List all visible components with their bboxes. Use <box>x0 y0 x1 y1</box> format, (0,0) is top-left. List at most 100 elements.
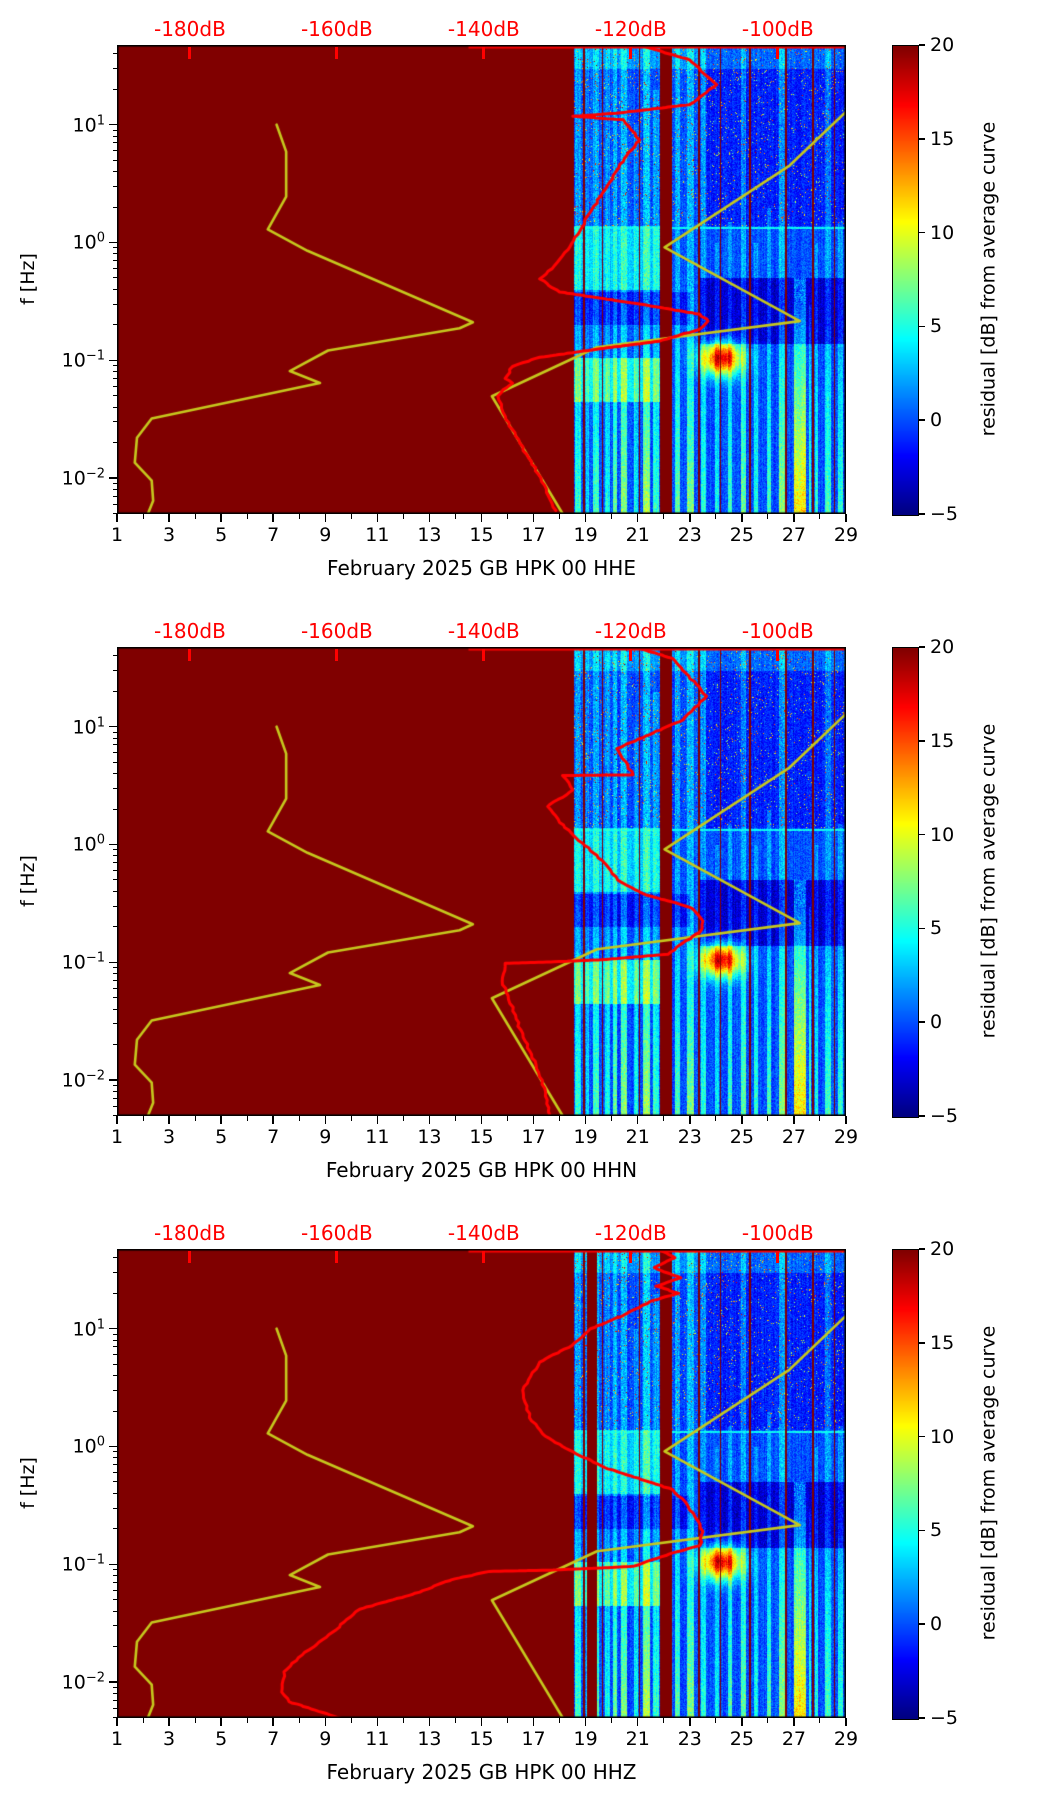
x-minor-tick <box>350 1116 352 1121</box>
db-axis-tick <box>482 648 486 661</box>
x-major-tick <box>168 1718 170 1726</box>
x-tick-label: 23 <box>677 524 702 546</box>
colorbar-tick-label: 20 <box>930 34 955 56</box>
db-axis-label: -100dB <box>741 1221 814 1245</box>
x-tick-label: 25 <box>729 1728 754 1750</box>
x-minor-tick <box>298 1116 300 1121</box>
y-minor-tick <box>113 129 117 131</box>
x-major-tick <box>532 514 535 522</box>
x-minor-tick <box>350 514 352 519</box>
y-minor-tick <box>113 905 117 907</box>
y-minor-tick <box>113 1589 117 1591</box>
db-axis-label: -140dB <box>447 17 520 41</box>
x-minor-tick <box>142 514 144 519</box>
x-major-tick <box>116 514 118 522</box>
x-minor-tick <box>767 1718 769 1723</box>
y-minor-tick <box>113 855 117 857</box>
colorbar-tick-label: 10 <box>930 1425 955 1448</box>
y-minor-tick <box>113 655 117 657</box>
y-tick-label: 100 <box>72 1434 105 1459</box>
colorbar-tick <box>919 419 925 421</box>
x-tick-label: 21 <box>625 524 650 546</box>
x-tick-label: 1 <box>110 1126 124 1148</box>
spectrogram-plot-hhe <box>117 45 846 514</box>
y-major-tick <box>109 359 117 361</box>
spectrogram-plot-hhz <box>117 1249 846 1718</box>
colorbar-tick <box>919 1717 925 1719</box>
x-major-tick <box>116 1116 118 1124</box>
x-major-tick <box>689 514 691 522</box>
x-minor-tick <box>350 1718 352 1723</box>
y-minor-tick <box>113 1084 117 1086</box>
y-minor-tick <box>113 421 117 423</box>
colorbar-tick-label: 5 <box>930 315 943 338</box>
x-tick-label: 11 <box>365 1728 390 1750</box>
y-axis-label: f [Hz] <box>17 252 39 305</box>
x-minor-tick <box>663 1116 665 1121</box>
x-major-tick <box>376 514 379 522</box>
y-tick-label: 10−1 <box>61 1552 105 1576</box>
x-tick-label: 23 <box>677 1728 702 1750</box>
y-minor-tick <box>113 1333 117 1335</box>
x-major-tick <box>636 1718 639 1726</box>
y-minor-tick <box>113 185 117 187</box>
y-minor-tick <box>113 744 117 746</box>
x-major-tick <box>741 1116 743 1124</box>
spectrogram-plot-hhn <box>117 647 846 1116</box>
x-tick-label: 29 <box>833 1126 859 1148</box>
db-axis-tick <box>188 1250 192 1263</box>
y-minor-tick <box>113 862 117 864</box>
y-minor-tick <box>113 365 117 367</box>
db-axis-label: -100dB <box>741 17 814 41</box>
y-minor-tick <box>113 1581 117 1583</box>
y-minor-tick <box>113 260 117 262</box>
db-axis-label: -120dB <box>594 17 667 41</box>
y-minor-tick <box>113 268 117 270</box>
y-tick-label: 101 <box>72 1317 105 1341</box>
colorbar-tick <box>919 325 925 328</box>
colorbar-tick <box>919 1435 925 1438</box>
x-tick-label: 15 <box>469 1728 494 1750</box>
y-minor-tick <box>113 482 117 484</box>
y-minor-tick <box>113 1481 117 1483</box>
x-major-tick <box>324 514 327 522</box>
x-major-tick <box>845 1718 847 1726</box>
y-tick-label: 10−1 <box>61 348 105 372</box>
x-tick-label: 1 <box>110 524 124 546</box>
x-major-tick <box>272 1718 274 1726</box>
x-minor-tick <box>507 1718 509 1723</box>
y-minor-tick <box>113 1646 117 1648</box>
y-minor-tick <box>113 973 117 975</box>
y-tick-label: 100 <box>72 230 105 255</box>
colorbar-tick-label: 10 <box>930 823 955 846</box>
x-tick-label: 9 <box>319 524 332 546</box>
x-minor-tick <box>246 1718 248 1723</box>
y-minor-tick <box>113 849 117 851</box>
db-axis-tick <box>776 648 780 661</box>
x-tick-label: 5 <box>215 524 228 546</box>
x-tick-label: 5 <box>215 1728 228 1750</box>
db-axis-tick <box>776 1250 780 1263</box>
colorbar-tick <box>919 138 925 140</box>
x-major-tick <box>480 514 483 522</box>
x-minor-tick <box>454 1718 456 1723</box>
x-major-tick <box>428 1718 431 1726</box>
y-minor-tick <box>113 1464 117 1466</box>
x-minor-tick <box>559 514 561 519</box>
colorbar-tick <box>919 833 925 836</box>
x-minor-tick <box>246 1116 248 1121</box>
colorbar-hhn <box>892 647 919 1118</box>
y-minor-tick <box>113 442 117 444</box>
colorbar-tick-label: 0 <box>930 409 943 432</box>
x-tick-label: 9 <box>319 1126 332 1148</box>
x-tick-label: 1 <box>110 1728 124 1750</box>
y-minor-tick <box>113 737 117 739</box>
x-minor-tick <box>559 1116 561 1121</box>
y-minor-tick <box>113 377 117 379</box>
colorbar-tick <box>919 1529 925 1532</box>
y-minor-tick <box>113 1363 117 1365</box>
y-minor-tick <box>113 88 117 90</box>
colorbar-tick-label: 10 <box>930 221 955 244</box>
y-minor-tick <box>113 1389 117 1391</box>
x-minor-tick <box>246 514 248 519</box>
